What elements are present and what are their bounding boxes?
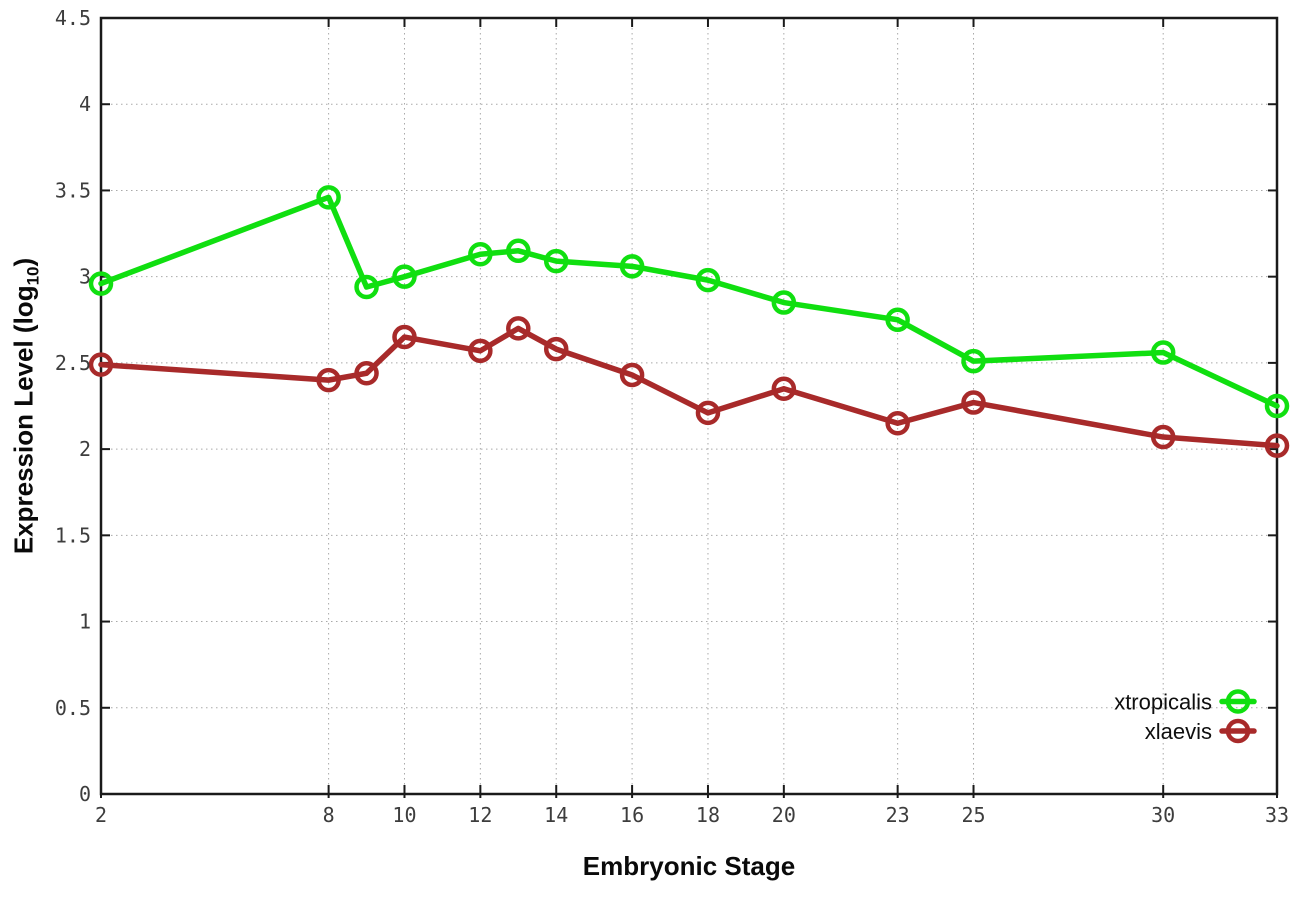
y-axis-title-sub: 10 [23, 266, 43, 286]
y-tick-label: 1 [79, 610, 91, 634]
x-tick-labels: 2 8 10 12 14 16 18 20 23 25 30 33 [95, 803, 1289, 827]
x-tick-label: 18 [696, 803, 720, 827]
series-xtropicalis [88, 185, 1290, 419]
legend-marker-xlaevis [1225, 718, 1251, 744]
y-tick-label: 0 [79, 782, 91, 806]
series-line-xtropicalis [98, 194, 1280, 409]
marker-xtropicalis [354, 274, 379, 300]
marker-xtropicalis [543, 248, 569, 274]
y-axis-title: Expression Level (log10) [9, 258, 44, 554]
y-tick-label: 2 [79, 437, 91, 461]
marker-xtropicalis [885, 307, 910, 333]
x-axis-title: Embryonic Stage [582, 851, 796, 881]
marker-xtropicalis [961, 348, 986, 374]
marker-xtropicalis [506, 238, 531, 264]
marker-xlaevis [543, 336, 569, 362]
legend-marker-xtropicalis [1225, 689, 1251, 714]
marker-xtropicalis [619, 254, 645, 279]
x-tick-label: 16 [620, 803, 644, 827]
x-tick-label: 14 [544, 803, 568, 827]
y-tick-label: 3 [79, 265, 91, 289]
y-tick-label: 4.5 [55, 6, 91, 30]
y-tick-label: 2.5 [55, 351, 91, 375]
x-tick-label: 2 [95, 803, 107, 827]
x-tick-label: 10 [392, 803, 416, 827]
legend-label-xlaevis: xlaevis [1145, 719, 1212, 744]
x-tick-label: 23 [886, 803, 910, 827]
legend-entry-xlaevis: xlaevis [1145, 718, 1257, 744]
marker-xlaevis [468, 338, 493, 364]
legend: xtropicalis xlaevis [1114, 689, 1257, 744]
marker-xtropicalis [695, 267, 721, 293]
legend-label-xtropicalis: xtropicalis [1114, 690, 1212, 715]
y-tick-label: 0.5 [55, 696, 91, 720]
marker-xtropicalis [1150, 340, 1176, 365]
marker-xlaevis [316, 367, 341, 393]
marker-xlaevis [961, 390, 986, 415]
y-axis-title-main: Expression Level (log [8, 285, 39, 555]
x-tick-label: 25 [961, 803, 985, 827]
marker-xtropicalis [1264, 393, 1290, 419]
tick-marks [100, 17, 1278, 798]
x-tick-label: 8 [323, 803, 335, 827]
y-tick-labels: 0 0.5 1 1.5 2 2.5 3 3.5 4 4.5 [55, 6, 91, 806]
marker-xtropicalis [771, 290, 797, 315]
x-tick-label: 20 [772, 803, 796, 827]
x-tick-label: 30 [1151, 803, 1175, 827]
y-tick-label: 1.5 [55, 523, 91, 547]
x-tick-label: 12 [468, 803, 492, 827]
y-axis-title-end: ) [8, 257, 39, 267]
marker-xlaevis [392, 324, 417, 350]
marker-xlaevis [695, 400, 721, 426]
marker-xlaevis [1150, 424, 1176, 450]
y-tick-label: 4 [79, 92, 91, 116]
series-xlaevis [88, 316, 1290, 458]
marker-xlaevis [506, 316, 531, 341]
marker-xlaevis [88, 352, 114, 377]
x-tick-label: 33 [1265, 803, 1289, 827]
marker-xtropicalis [88, 271, 114, 296]
y-tick-label: 3.5 [55, 178, 91, 202]
marker-xlaevis [1264, 433, 1290, 458]
marker-xtropicalis [468, 241, 493, 267]
marker-xtropicalis [392, 264, 417, 289]
marker-xlaevis [885, 410, 910, 436]
series-line-xlaevis [98, 325, 1280, 449]
marker-xlaevis [771, 376, 797, 402]
marker-xlaevis [354, 360, 379, 386]
marker-xlaevis [619, 362, 645, 388]
legend-entry-xtropicalis: xtropicalis [1114, 689, 1257, 715]
marker-xtropicalis [316, 185, 341, 210]
